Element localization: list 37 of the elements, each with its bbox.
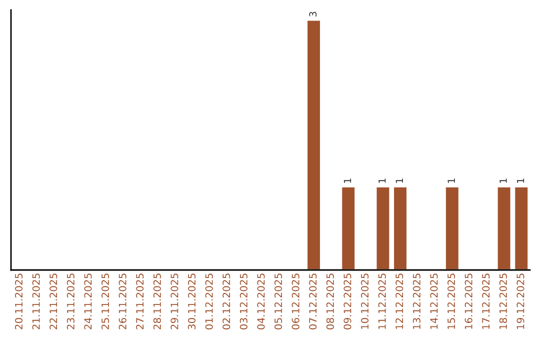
x-tick-label: 14.12.2025 — [430, 274, 438, 329]
x-tick-label: 10.12.2025 — [360, 274, 369, 329]
data-label: 1 — [396, 178, 403, 183]
data-label: 1 — [500, 178, 507, 183]
x-tick-label: 21.11.2025 — [32, 274, 40, 330]
data-label: 3 — [309, 12, 317, 16]
x-tick-label: 29.11.2025 — [170, 274, 178, 330]
x-tick-label: 02.12.2025 — [222, 274, 230, 330]
x-tick-label: 07.12.2025 — [309, 274, 317, 330]
data-label: 1 — [516, 178, 524, 183]
x-tick-label: 01.12.2025 — [205, 274, 213, 330]
x-tick-label: 03.12.2025 — [240, 274, 248, 330]
x-tick-label: 25.11.2025 — [101, 274, 110, 330]
x-tick-label: 24.11.2025 — [84, 274, 92, 330]
x-tick-label: 12.12.2025 — [396, 274, 404, 329]
x-tick-label: 18.12.2025 — [499, 274, 507, 329]
data-label: 1 — [448, 178, 455, 183]
x-tick-label: 06.12.2025 — [292, 274, 300, 330]
x-tick-label: 09.12.2025 — [344, 274, 352, 330]
x-tick-label: 19.12.2025 — [516, 274, 524, 329]
data-label: 1 — [344, 178, 352, 183]
data-label: 1 — [378, 178, 386, 183]
x-tick-label: 05.12.2025 — [274, 274, 282, 330]
x-tick-label: 13.12.2025 — [412, 274, 420, 329]
x-tick-label: 23.11.2025 — [66, 274, 74, 330]
x-tick-label: 11.12.2025 — [378, 274, 386, 329]
x-tick-label: 16.12.2025 — [464, 274, 472, 329]
x-tick-label: 08.12.2025 — [326, 274, 334, 330]
x-tick-label: 17.12.2025 — [482, 274, 490, 329]
x-tick-label: 20.11.2025 — [14, 274, 23, 330]
x-tick-label: 15.12.2025 — [447, 274, 456, 329]
x-tick-label: 22.11.2025 — [50, 274, 58, 330]
x-tick-label: 30.11.2025 — [188, 274, 196, 330]
x-tick-label: 04.12.2025 — [257, 274, 265, 330]
x-tick-label: 26.11.2025 — [118, 274, 126, 330]
x-tick-label: 28.11.2025 — [153, 274, 161, 330]
x-tick-label: 27.11.2025 — [136, 274, 144, 330]
